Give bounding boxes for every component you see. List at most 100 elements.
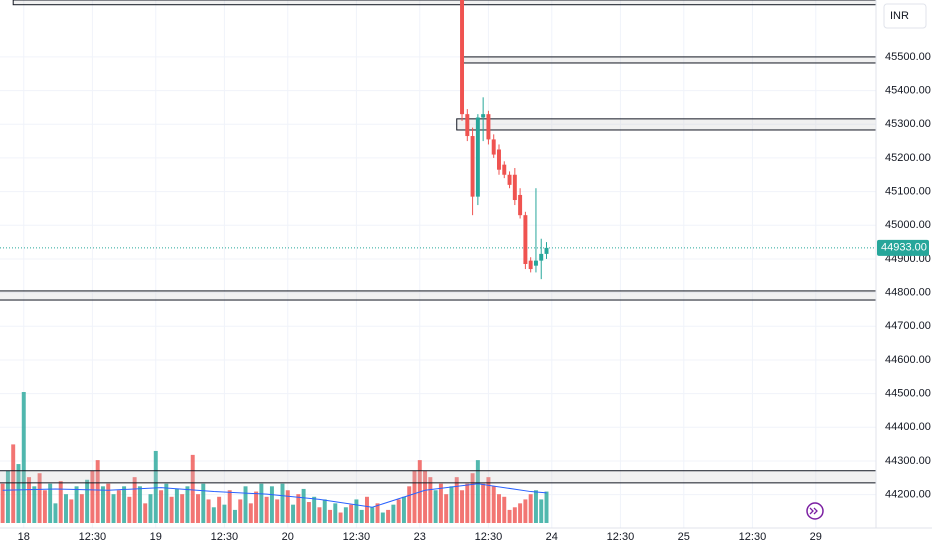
x-tick-label: 12:30 [211,531,239,543]
y-tick-label: 45400.00 [885,84,931,96]
candle-body [507,174,512,185]
volume-bar [285,490,290,523]
volume-bar [37,473,42,523]
volume-bar [174,488,179,523]
volume-bar [428,477,433,523]
currency-label[interactable]: INR [890,10,909,22]
volume-bar [85,479,90,523]
volume-bar [333,503,338,523]
volume-bar [301,488,306,523]
x-tick-label: 12:30 [739,531,767,543]
volume-bar [396,499,401,523]
volume-bar [269,486,274,523]
volume-bar [306,502,311,523]
volume-bar [16,464,21,523]
volume-bar [507,509,512,523]
volume-bar [95,460,100,523]
volume-bar [185,486,190,523]
volume-bar [296,494,301,523]
volume-bar [21,392,26,523]
volume-bar [32,486,37,523]
volume-bar [275,499,280,523]
volume-bar [518,503,523,523]
volume-bar [380,512,385,523]
candle-body [486,114,491,140]
y-tick-label: 45300.00 [885,118,931,130]
last-price-badge [877,239,929,256]
volume-bar [27,477,32,523]
volume-bar [190,454,195,523]
volume-bar [338,512,343,523]
candle-body [544,247,549,254]
candle-body [491,139,496,155]
volume-bar [90,470,95,523]
candle-body [539,253,544,261]
volume-bar [354,499,359,523]
candle-body [460,0,465,115]
x-tick-label: 18 [18,531,30,543]
volume-bar [243,486,248,523]
volume-bar [401,496,406,523]
go-to-realtime[interactable] [806,502,824,520]
volume-bar [328,509,332,523]
candle-body [523,215,528,264]
volume-bar [460,490,465,523]
volume-bar [349,504,354,523]
x-tick-label: 12:30 [79,531,107,543]
volume-bar [370,507,375,523]
y-tick-label: 44700.00 [885,320,931,332]
candle-body [533,260,538,266]
volume-bar [470,473,475,523]
volume-bar [137,486,142,523]
volume-bar [132,477,137,523]
volume-bar [106,483,111,523]
x-tick-label: 29 [810,531,822,543]
volume-bar [407,486,412,523]
volume-bar [317,507,322,523]
currency-button[interactable] [883,3,927,29]
volume-bar [153,450,158,523]
y-tick-label: 44200.00 [885,489,931,501]
volume-bar [280,483,285,523]
volume-bar [5,470,10,523]
volume-bar [486,477,491,523]
price-zone [461,56,876,64]
volume-bar [122,486,127,523]
y-tick-label: 45000.00 [885,219,931,231]
y-tick-label: 45100.00 [885,186,931,198]
volume-bar [211,507,216,523]
volume-bar [454,477,459,523]
volume-bar [201,483,206,523]
volume-bar [423,470,428,523]
candle-body [470,136,475,197]
volume-bar [438,483,443,523]
volume-bar [365,496,369,523]
plot-area [0,0,876,523]
volume-bar [180,494,185,523]
volume-bar [206,499,211,523]
volume-bar [248,503,253,523]
volume-bar [264,496,269,523]
x-tick-label: 12:30 [607,531,635,543]
volume-bar [64,494,68,523]
volume-bar [544,491,549,523]
volume-bar [512,507,517,523]
volume-bar [58,481,63,523]
volume-bar [481,483,486,523]
volume-bar [217,496,222,523]
y-tick-label: 45500.00 [885,51,931,63]
price-zone [12,0,876,6]
candle-body [528,260,533,270]
volume-bar [74,486,79,523]
grid [0,0,876,528]
y-tick-label: 45200.00 [885,152,931,164]
volume-bar [227,490,232,523]
volume-bar [69,499,74,523]
candle-body [502,164,507,175]
realtime-icon[interactable] [806,502,824,520]
realtime-arrow[interactable] [809,507,818,515]
volume-bar [412,470,417,523]
volume-bar [359,509,364,523]
volume-bar [523,499,528,523]
volume-bar [148,494,153,523]
